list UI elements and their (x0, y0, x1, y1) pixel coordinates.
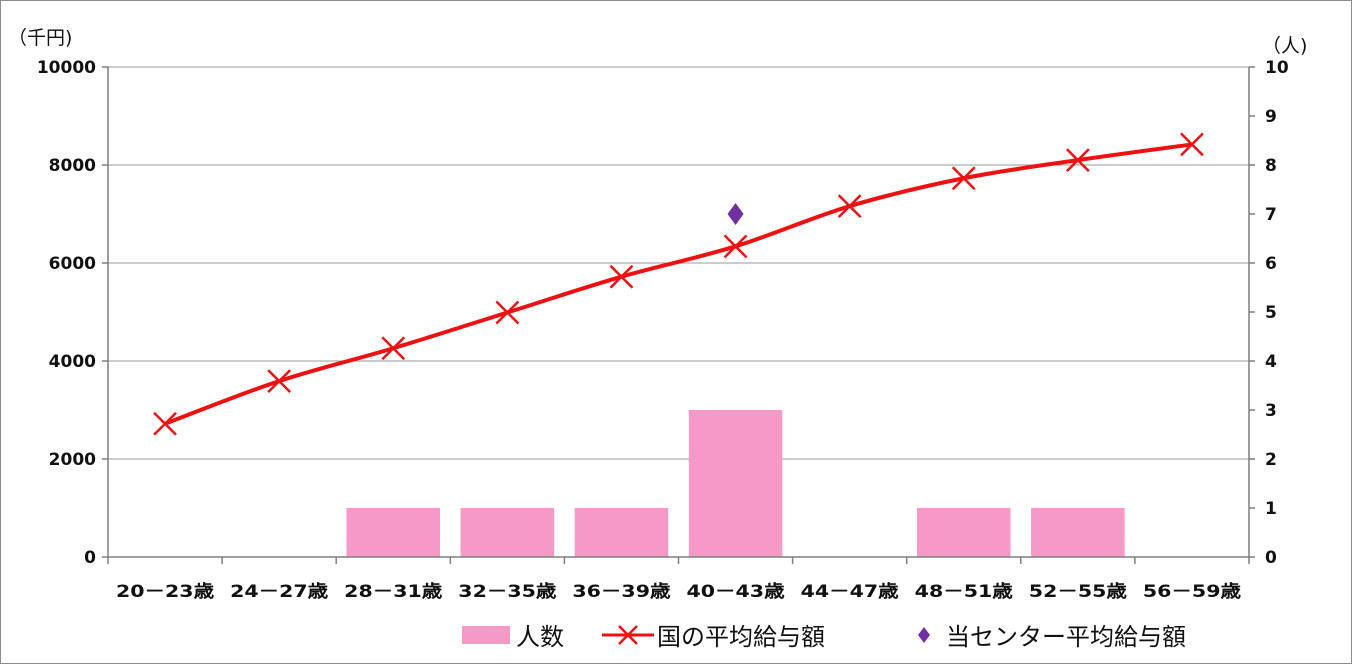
scatter-series-center-average (727, 203, 744, 225)
marker-national-average (1065, 148, 1090, 172)
x-axis-tick-label: 48－51歳 (915, 581, 1013, 602)
left-axis-unit-label: （千円) (8, 27, 72, 49)
left-axis-tick-label: 2000 (49, 450, 96, 470)
bar-people (346, 508, 441, 557)
x-axis-tick-label: 44－47歳 (801, 581, 899, 602)
right-axis-tick-label: 9 (1265, 107, 1277, 127)
x-axis-tick-label: 20－23歳 (116, 581, 214, 602)
x-axis-tick-label: 52－55歳 (1029, 581, 1127, 602)
right-axis-tick-label: 7 (1265, 205, 1277, 225)
right-axis-tick-label: 4 (1265, 352, 1277, 372)
left-axis-tick-label: 10000 (37, 58, 96, 78)
bar-people (574, 508, 669, 557)
left-axis-tick-label: 8000 (49, 156, 96, 176)
bar-people (916, 508, 1011, 557)
legend-label-center: 当センター平均給与額 (946, 623, 1186, 651)
left-axis-tick-label: 0 (84, 548, 96, 568)
right-axis-tick-label: 10 (1265, 58, 1289, 78)
right-axis-tick-label: 3 (1265, 401, 1277, 421)
x-axis-tick-label: 28－31歳 (344, 581, 442, 602)
marker-national-average (837, 194, 862, 219)
marker-national-average (1180, 132, 1204, 157)
bar-people (460, 508, 555, 557)
right-axis-unit-label: （人) (1262, 35, 1307, 57)
marker-center-average (727, 203, 744, 225)
right-axis-tick-label: 1 (1265, 499, 1277, 519)
right-axis-tick-label: 8 (1265, 156, 1277, 176)
bar-people (688, 410, 783, 557)
x-axis-tick-label: 32－35歳 (458, 581, 556, 602)
marker-national-average (723, 234, 748, 259)
marker-national-average (153, 411, 177, 436)
right-axis-tick-label: 0 (1265, 548, 1277, 568)
bar-series-people (346, 410, 1125, 557)
line-series-national-average (153, 132, 1204, 436)
right-axis-tick-label: 5 (1265, 303, 1277, 323)
gridlines (108, 66, 1249, 460)
legend-label-people: 人数 (516, 623, 564, 651)
legend-swatch-center-marker (918, 627, 930, 643)
bar-people (1031, 508, 1125, 557)
x-axis-tick-label: 24－27歳 (230, 581, 328, 602)
marker-national-average (267, 369, 292, 393)
line-national-average (164, 142, 1193, 426)
marker-national-average (609, 264, 634, 289)
x-axis-tick-label: 36－39歳 (572, 581, 670, 602)
marker-national-average (381, 336, 406, 361)
marker-national-average (495, 300, 520, 325)
legend-swatch-national-marker (618, 625, 638, 645)
legend-swatch-people (462, 626, 510, 644)
right-axis-tick-label: 2 (1265, 450, 1277, 470)
left-axis-tick-label: 6000 (49, 254, 96, 274)
x-axis-tick-label: 56－59歳 (1143, 581, 1241, 602)
left-axis-tick-label: 4000 (49, 352, 96, 372)
legend-label-national: 国の平均給与額 (657, 623, 825, 651)
legend: 人数 国の平均給与額 当センター平均給与額 (462, 623, 1186, 651)
axes (102, 66, 1255, 564)
tick-labels: 0 2000 4000 6000 8000 10000 0 1 2 3 4 5 6 7 8 9 10 20－23歳… (37, 58, 1289, 602)
marker-national-average (951, 166, 976, 191)
x-axis-tick-label: 40－43歳 (687, 581, 785, 602)
right-axis-tick-label: 6 (1265, 254, 1277, 274)
